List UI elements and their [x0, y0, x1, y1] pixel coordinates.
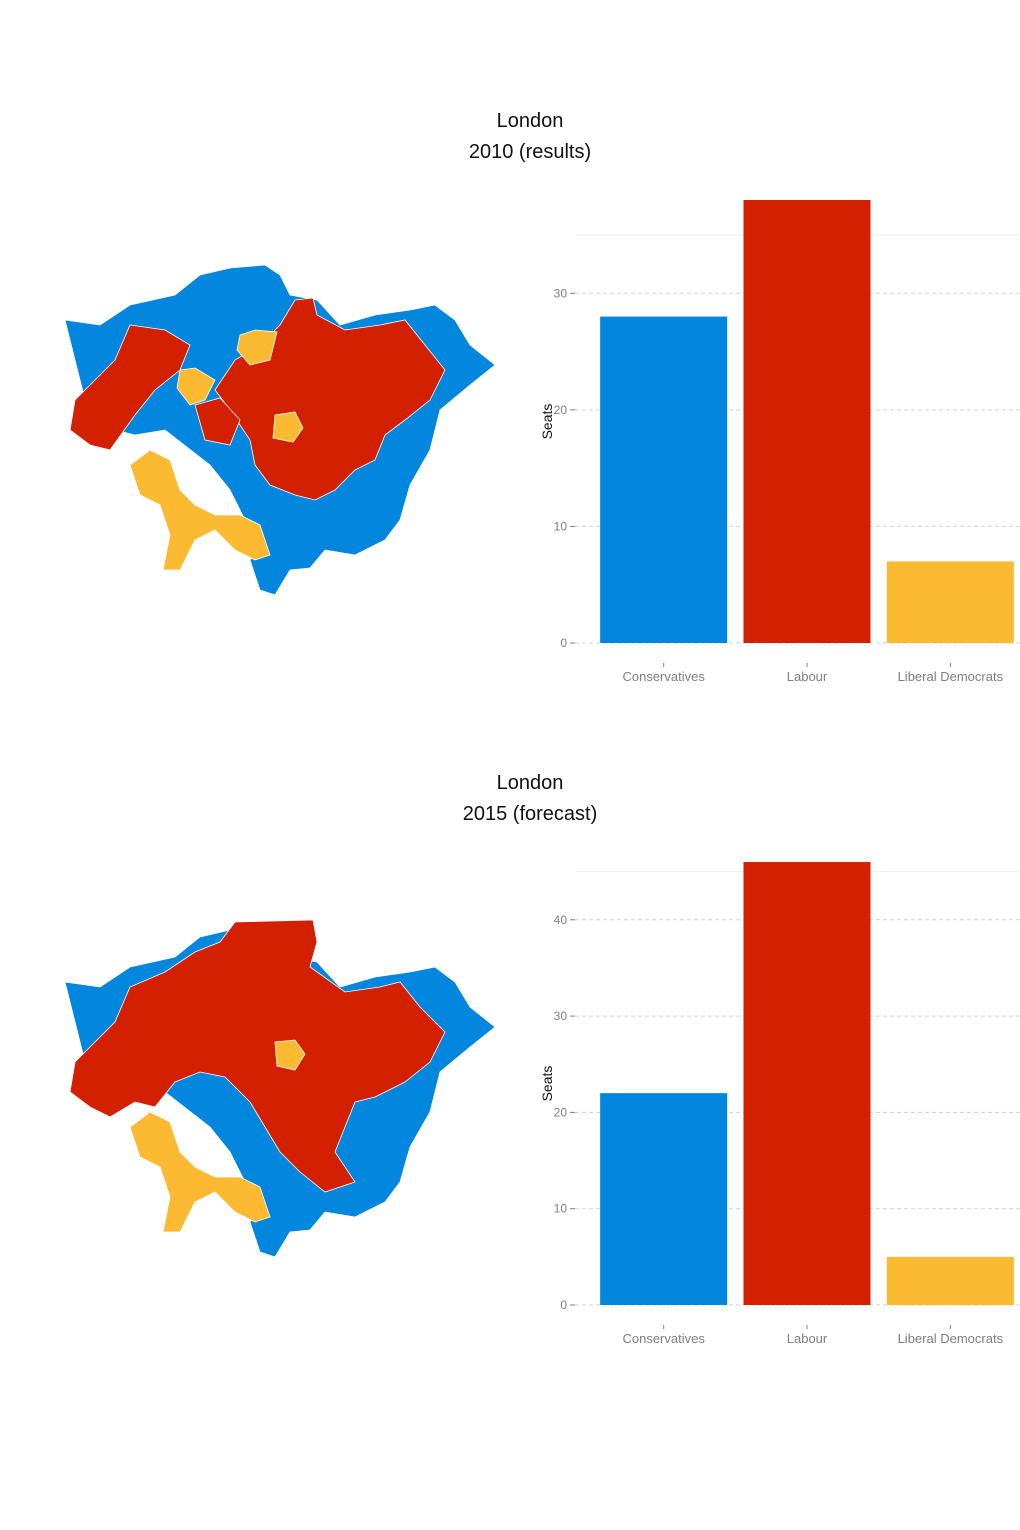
- y-tick-label: 10: [554, 519, 568, 533]
- y-tick-label: 40: [554, 913, 568, 927]
- map-libdem-region: [129, 1039, 306, 1233]
- bar-labour: [743, 862, 871, 1305]
- map-labour-region: [69, 919, 446, 1193]
- x-tick-label: Liberal Democrats: [898, 669, 1004, 684]
- x-tick-label: Labour: [787, 1331, 828, 1346]
- x-tick-label: Conservatives: [622, 1331, 705, 1346]
- panel-title-line1: London: [496, 772, 564, 794]
- bar-conservatives: [600, 316, 728, 643]
- map-libdem-region: [129, 329, 304, 571]
- bar-liberal-democrats: [886, 561, 1014, 643]
- panel-title-line2: 2015 (forecast): [462, 803, 598, 825]
- y-tick-label: 0: [560, 636, 567, 650]
- panel-title-line2: 2010 (results): [468, 141, 592, 163]
- x-tick-label: Liberal Democrats: [898, 1331, 1004, 1346]
- y-tick-label: 30: [554, 286, 568, 300]
- x-tick-label: Conservatives: [622, 669, 705, 684]
- panel-2015: London 2015 (forecast) 0 10 20 30 40 Seats Con…: [0, 762, 1020, 1382]
- y-tick-label: 10: [554, 1202, 568, 1216]
- y-tick-label: 30: [554, 1009, 568, 1023]
- panel-2010: London 2010 (results) 0 10 20 30 Seats Conser…: [0, 100, 1020, 720]
- y-axis-label: Seats: [539, 404, 555, 440]
- y-tick-label: 0: [560, 1298, 567, 1312]
- bar-conservatives: [600, 1093, 728, 1305]
- panel-title-line1: London: [496, 110, 564, 132]
- y-tick-label: 20: [554, 1105, 568, 1119]
- x-tick-label: Labour: [787, 669, 828, 684]
- bar-liberal-democrats: [886, 1256, 1014, 1305]
- seats-bar-chart-2015: 0 10 20 30 40 Seats Conservatives Labour Liberal…: [539, 862, 1020, 1346]
- bar-labour: [743, 200, 871, 643]
- seats-bar-chart-2010: 0 10 20 30 Seats Conservatives Labour Liberal D…: [539, 200, 1020, 684]
- london-constituency-map-2015: [64, 919, 496, 1258]
- y-tick-label: 20: [554, 403, 568, 417]
- y-axis-label: Seats: [539, 1066, 555, 1102]
- london-constituency-map-2010: [64, 264, 496, 596]
